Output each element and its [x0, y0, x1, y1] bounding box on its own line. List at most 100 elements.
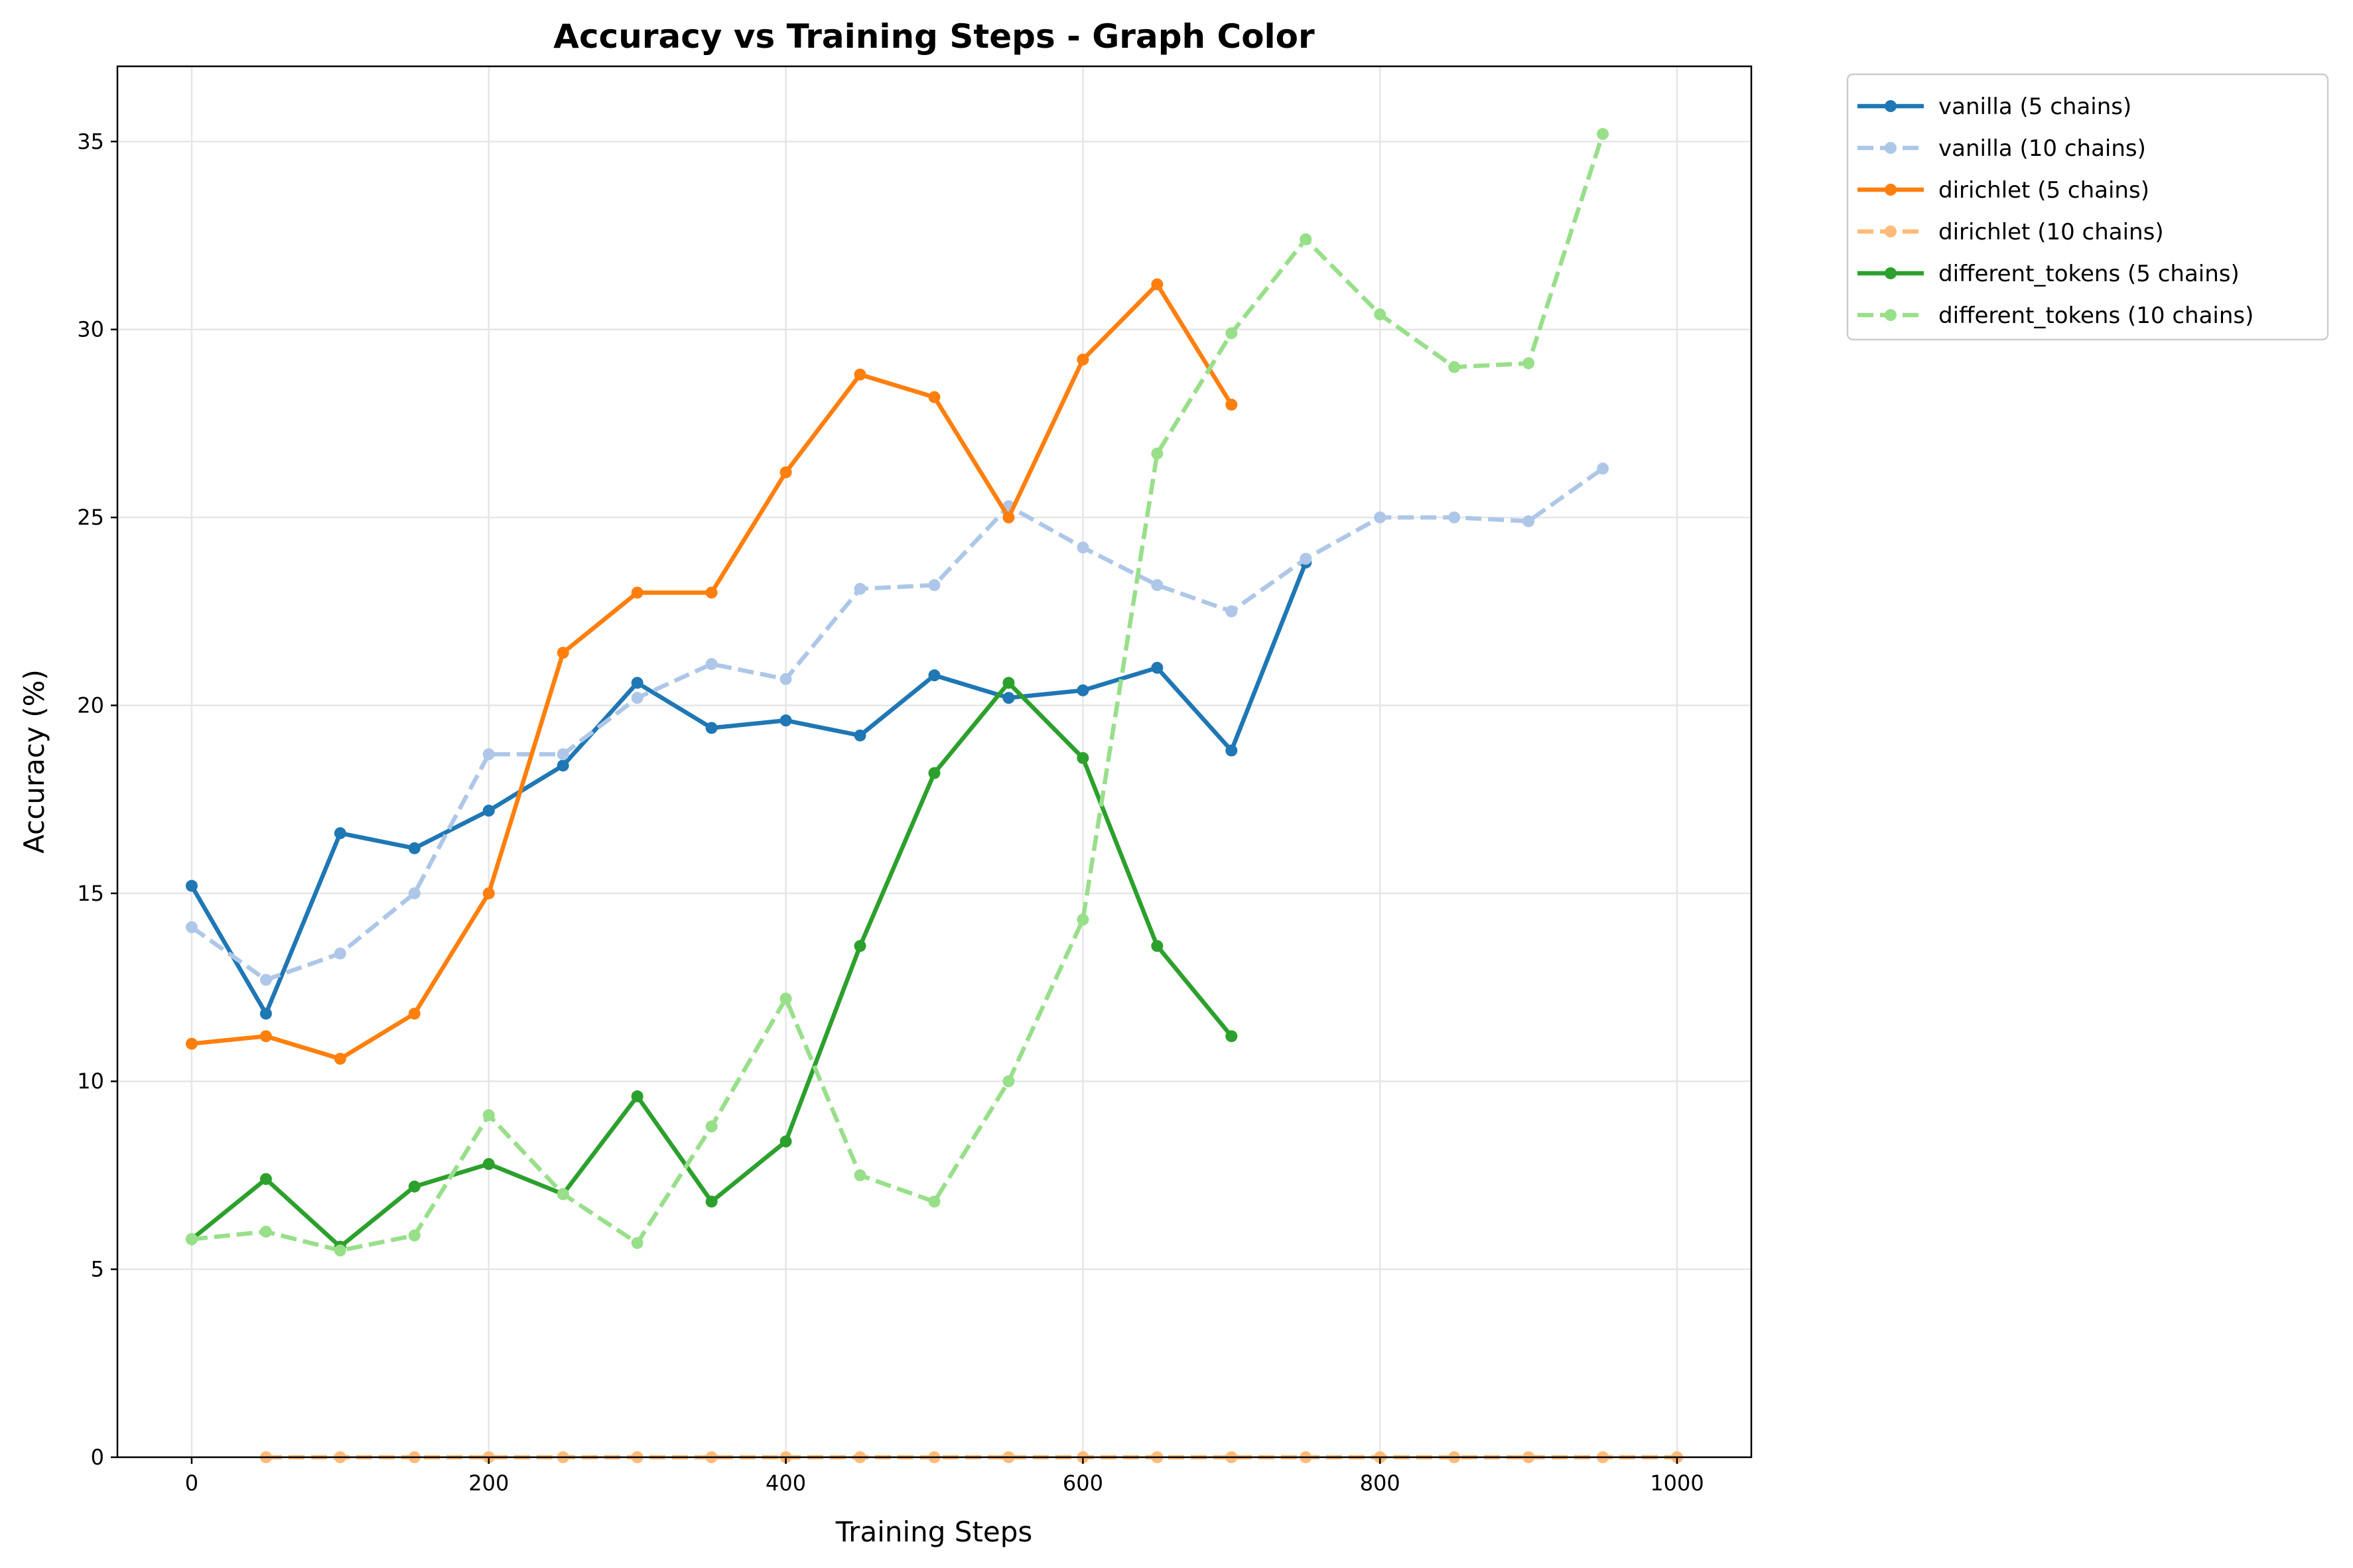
data-point-dirichlet-5-chains — [1077, 354, 1089, 366]
legend-marker-different-tokens-5-chains — [1885, 267, 1897, 279]
data-point-different-tokens-10-chains — [482, 1109, 495, 1122]
data-point-different-tokens-10-chains — [1300, 233, 1312, 245]
data-point-vanilla-5-chains — [1151, 661, 1164, 674]
x-tick-label: 600 — [1063, 1470, 1103, 1496]
data-point-vanilla-10-chains — [1077, 541, 1089, 554]
series-line-different-tokens-10-chains — [191, 133, 1605, 1253]
data-point-vanilla-5-chains — [482, 805, 495, 817]
series-line-vanilla-5-chains — [189, 560, 1308, 1016]
data-point-different-tokens-10-chains — [1448, 361, 1461, 373]
data-point-different-tokens-10-chains — [1225, 327, 1238, 340]
data-point-dirichlet-5-chains — [185, 1037, 198, 1050]
data-point-vanilla-5-chains — [705, 722, 718, 734]
legend-entry-different-tokens-10-chains: different_tokens (10 chains) — [1857, 302, 2253, 329]
legend-entry-vanilla-10-chains: vanilla (10 chains) — [1857, 135, 2146, 162]
y-tick-label: 5 — [91, 1257, 104, 1282]
data-point-vanilla-5-chains — [779, 714, 792, 727]
data-point-vanilla-5-chains — [334, 827, 346, 840]
data-point-vanilla-10-chains — [928, 579, 941, 592]
legend-frame — [1846, 73, 2329, 341]
data-point-vanilla-5-chains — [928, 669, 941, 682]
y-tick-label: 20 — [77, 692, 104, 718]
data-point-different-tokens-10-chains — [259, 1225, 272, 1238]
x-tick-label: 800 — [1360, 1470, 1400, 1496]
data-point-different-tokens-10-chains — [854, 1169, 866, 1181]
data-point-different-tokens-10-chains — [1151, 447, 1164, 460]
data-point-vanilla-5-chains — [185, 880, 198, 892]
legend-marker-vanilla-5-chains — [1885, 100, 1897, 112]
y-tick-label: 30 — [77, 317, 104, 342]
data-point-vanilla-5-chains — [557, 759, 569, 772]
data-point-different-tokens-10-chains — [779, 992, 792, 1005]
data-point-different-tokens-5-chains — [1002, 677, 1015, 689]
legend-marker-dirichlet-10-chains — [1885, 226, 1897, 237]
data-point-different-tokens-10-chains — [408, 1229, 421, 1242]
legend-entry-vanilla-5-chains: vanilla (5 chains) — [1857, 94, 2131, 120]
legend-label-vanilla-10-chains: vanilla (10 chains) — [1938, 135, 2146, 162]
data-point-dirichlet-5-chains — [779, 466, 792, 479]
data-point-dirichlet-5-chains — [557, 647, 569, 659]
data-point-vanilla-10-chains — [631, 692, 643, 704]
data-point-different-tokens-5-chains — [631, 1090, 643, 1102]
data-point-vanilla-10-chains — [1151, 579, 1164, 592]
legend-label-dirichlet-10-chains: dirichlet (10 chains) — [1938, 219, 2164, 245]
data-point-vanilla-10-chains — [408, 887, 421, 899]
y-tick-label: 0 — [91, 1445, 104, 1470]
data-point-vanilla-10-chains — [334, 947, 346, 960]
data-point-dirichlet-5-chains — [1002, 511, 1015, 524]
data-point-dirichlet-5-chains — [482, 887, 495, 899]
data-point-vanilla-10-chains — [705, 658, 718, 671]
data-point-vanilla-10-chains — [1374, 511, 1386, 524]
data-point-dirichlet-5-chains — [334, 1053, 346, 1065]
x-axis-label: Training Steps — [835, 1516, 1033, 1548]
data-point-vanilla-10-chains — [1448, 511, 1461, 524]
series-different-tokens-10-chains — [185, 128, 1609, 1257]
y-axis-label: Accuracy (%) — [18, 669, 50, 854]
legend-label-different-tokens-5-chains: different_tokens (5 chains) — [1938, 261, 2240, 287]
data-point-different-tokens-5-chains — [259, 1173, 272, 1185]
data-point-vanilla-10-chains — [779, 673, 792, 685]
data-point-different-tokens-10-chains — [1077, 913, 1089, 926]
data-point-vanilla-5-chains — [1225, 744, 1238, 757]
legend-label-dirichlet-5-chains: dirichlet (5 chains) — [1938, 177, 2149, 204]
data-point-different-tokens-10-chains — [705, 1120, 718, 1133]
data-point-different-tokens-5-chains — [779, 1135, 792, 1147]
data-point-vanilla-10-chains — [557, 748, 569, 761]
data-point-different-tokens-10-chains — [631, 1236, 643, 1249]
data-point-vanilla-10-chains — [1522, 515, 1535, 527]
data-point-different-tokens-5-chains — [705, 1195, 718, 1208]
data-point-dirichlet-5-chains — [1151, 278, 1164, 291]
chart-legend: vanilla (5 chains) vanilla (10 chains) dir… — [1846, 73, 2329, 341]
data-point-different-tokens-5-chains — [1077, 751, 1089, 764]
data-point-dirichlet-5-chains — [705, 586, 718, 599]
x-tick-label: 0 — [185, 1470, 198, 1496]
data-point-different-tokens-10-chains — [185, 1233, 198, 1246]
y-tick-label: 10 — [77, 1069, 104, 1094]
grid-lines — [117, 66, 1751, 1459]
data-point-different-tokens-5-chains — [482, 1157, 495, 1170]
data-point-vanilla-10-chains — [482, 748, 495, 761]
legend-entry-dirichlet-10-chains: dirichlet (10 chains) — [1857, 219, 2164, 245]
plot-area-frame — [116, 65, 1753, 1459]
data-point-vanilla-10-chains — [1225, 605, 1238, 618]
data-point-different-tokens-5-chains — [408, 1180, 421, 1193]
data-point-vanilla-10-chains — [854, 582, 866, 595]
data-point-different-tokens-10-chains — [1597, 128, 1609, 141]
x-tick-label: 200 — [468, 1470, 509, 1496]
data-point-dirichlet-5-chains — [631, 586, 643, 599]
data-point-vanilla-10-chains — [1597, 462, 1609, 475]
data-point-dirichlet-5-chains — [854, 368, 866, 381]
legend-entry-different-tokens-5-chains: different_tokens (5 chains) — [1857, 261, 2240, 287]
data-point-vanilla-5-chains — [631, 677, 643, 689]
legend-marker-different-tokens-10-chains — [1885, 309, 1897, 321]
axis-ticks: 0 200 400 600 800 1000 0 5 10 15 20 25 30 35 — [77, 129, 1704, 1496]
data-point-dirichlet-5-chains — [1225, 399, 1238, 411]
y-tick-label: 35 — [77, 129, 104, 154]
data-point-different-tokens-5-chains — [1151, 940, 1164, 952]
data-point-different-tokens-10-chains — [557, 1188, 569, 1201]
data-point-vanilla-10-chains — [1300, 553, 1312, 565]
data-point-different-tokens-5-chains — [1225, 1030, 1238, 1043]
data-point-vanilla-10-chains — [185, 921, 198, 933]
series-vanilla-10-chains — [185, 462, 1609, 986]
